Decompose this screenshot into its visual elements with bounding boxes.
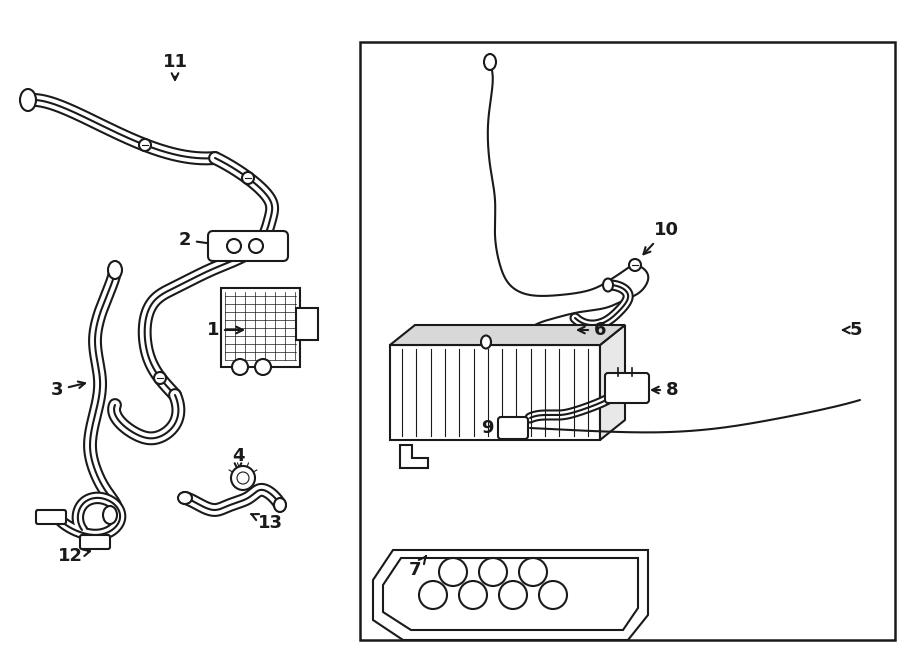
- FancyBboxPatch shape: [80, 535, 110, 549]
- Circle shape: [227, 239, 241, 253]
- Circle shape: [439, 558, 467, 586]
- Text: 12: 12: [58, 547, 90, 565]
- Circle shape: [479, 558, 507, 586]
- Circle shape: [237, 472, 249, 484]
- Text: 13: 13: [251, 514, 283, 532]
- Circle shape: [459, 581, 487, 609]
- Ellipse shape: [481, 336, 491, 348]
- Ellipse shape: [103, 506, 117, 524]
- Ellipse shape: [20, 89, 36, 111]
- FancyBboxPatch shape: [221, 288, 300, 367]
- Ellipse shape: [274, 498, 286, 512]
- Text: 2: 2: [179, 231, 223, 249]
- Text: 8: 8: [652, 381, 679, 399]
- Circle shape: [499, 581, 527, 609]
- Circle shape: [154, 372, 166, 384]
- Ellipse shape: [108, 261, 122, 279]
- Circle shape: [242, 172, 254, 184]
- Circle shape: [231, 466, 255, 490]
- Ellipse shape: [484, 54, 496, 70]
- Polygon shape: [400, 445, 428, 468]
- Circle shape: [419, 581, 447, 609]
- Text: 7: 7: [409, 556, 426, 579]
- Circle shape: [232, 359, 248, 375]
- FancyBboxPatch shape: [36, 510, 66, 524]
- Polygon shape: [383, 558, 638, 630]
- Polygon shape: [390, 325, 625, 345]
- Ellipse shape: [178, 492, 192, 504]
- Text: 11: 11: [163, 53, 187, 80]
- Bar: [360, 42, 895, 640]
- FancyBboxPatch shape: [208, 231, 288, 261]
- Text: 3: 3: [50, 381, 85, 399]
- Circle shape: [519, 558, 547, 586]
- Ellipse shape: [603, 278, 613, 292]
- Text: 1: 1: [207, 321, 243, 339]
- FancyBboxPatch shape: [498, 417, 528, 439]
- Text: 6: 6: [578, 321, 607, 339]
- Polygon shape: [600, 325, 625, 440]
- Text: 4: 4: [232, 447, 244, 471]
- FancyBboxPatch shape: [605, 373, 649, 403]
- Circle shape: [255, 359, 271, 375]
- Circle shape: [249, 239, 263, 253]
- Circle shape: [139, 139, 151, 151]
- Text: 5: 5: [843, 321, 862, 339]
- Bar: [296, 308, 318, 340]
- Polygon shape: [390, 345, 600, 440]
- Text: 9: 9: [481, 419, 505, 437]
- Text: 10: 10: [644, 221, 679, 254]
- Polygon shape: [373, 550, 648, 640]
- Circle shape: [629, 259, 641, 271]
- Circle shape: [539, 581, 567, 609]
